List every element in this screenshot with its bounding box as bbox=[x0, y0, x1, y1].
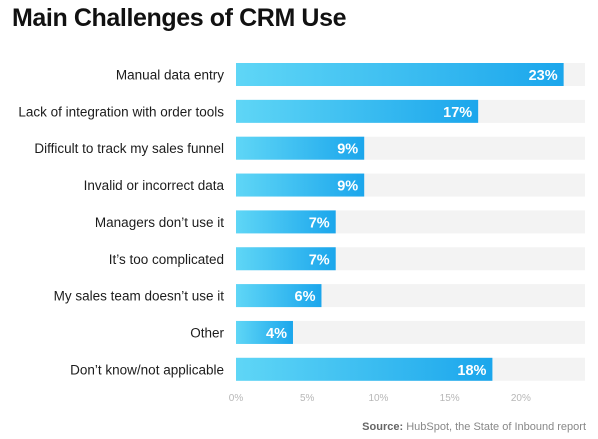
category-label: Managers don’t use it bbox=[95, 215, 224, 230]
category-label: Manual data entry bbox=[116, 68, 224, 83]
category-label: Other bbox=[190, 325, 224, 340]
bar bbox=[236, 357, 493, 381]
bar bbox=[236, 63, 564, 86]
bar bbox=[236, 99, 479, 123]
bars bbox=[236, 63, 564, 381]
value-label: 7% bbox=[309, 252, 330, 268]
chart-title: Main Challenges of CRM Use bbox=[12, 4, 347, 32]
value-label: 7% bbox=[309, 215, 330, 231]
value-label: 23% bbox=[529, 68, 558, 84]
bar bbox=[236, 210, 336, 234]
value-label: 17% bbox=[443, 105, 472, 121]
source-note: Source: HubSpot, the State of Inbound re… bbox=[362, 421, 586, 433]
value-labels: 23% 17% 9% 9% 7% 7% 6% 4% 18% bbox=[266, 68, 558, 379]
bar bbox=[236, 136, 365, 160]
category-label: Invalid or incorrect data bbox=[84, 178, 225, 193]
value-label: 9% bbox=[337, 142, 358, 158]
category-label: My sales team doesn’t use it bbox=[54, 289, 225, 304]
x-tick-label: 15% bbox=[440, 393, 460, 404]
bar bbox=[236, 247, 336, 271]
x-tick-label: 5% bbox=[300, 393, 315, 404]
category-label: Lack of integration with order tools bbox=[18, 104, 224, 119]
source-label: Source: bbox=[362, 421, 404, 433]
bar-track bbox=[236, 320, 585, 344]
bar bbox=[236, 320, 293, 344]
value-label: 4% bbox=[266, 326, 287, 342]
source-text: HubSpot, the State of Inbound report bbox=[406, 421, 586, 433]
x-tick-label: 20% bbox=[511, 393, 531, 404]
bar bbox=[236, 173, 365, 197]
category-label: It’s too complicated bbox=[109, 252, 224, 267]
x-tick-label: 10% bbox=[368, 393, 388, 404]
x-axis-ticks: 0% 5% 10% 15% 20% bbox=[229, 393, 531, 404]
x-tick-label: 0% bbox=[229, 393, 244, 404]
value-label: 9% bbox=[337, 179, 358, 195]
value-label: 18% bbox=[457, 363, 486, 379]
category-label: Difficult to track my sales funnel bbox=[34, 141, 224, 156]
category-label: Don’t know/not applicable bbox=[70, 362, 224, 377]
bar-track bbox=[236, 284, 585, 308]
bar bbox=[236, 284, 322, 308]
category-labels: Manual data entry Lack of integration wit… bbox=[18, 68, 224, 378]
value-label: 6% bbox=[295, 289, 316, 305]
